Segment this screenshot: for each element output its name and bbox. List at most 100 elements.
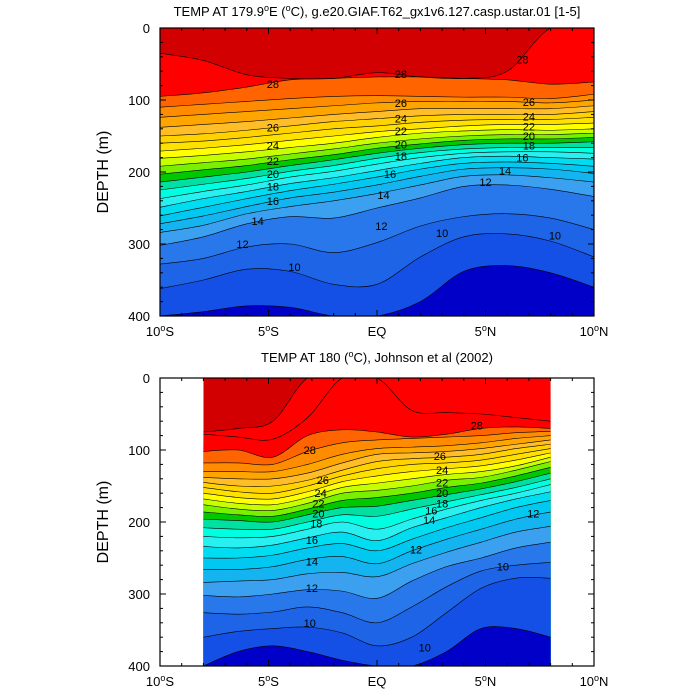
contour-label: 26 <box>523 97 535 109</box>
isotherm-14 <box>160 161 594 217</box>
y-axis-label: DEPTH (m) <box>95 481 112 564</box>
isotherm-29 <box>160 28 594 80</box>
x-tick-label: 5oS <box>258 673 279 689</box>
temp-band-below-8 <box>160 265 594 316</box>
contour-label: 20 <box>267 169 279 181</box>
x-tick-label: 5oN <box>475 673 497 689</box>
contour-label: 10 <box>288 262 300 274</box>
contour-label: 22 <box>395 126 407 138</box>
contour-label: 14 <box>423 515 435 527</box>
contour-label: 24 <box>267 140 279 152</box>
isotherm-17 <box>160 147 594 191</box>
contour-label: 18 <box>395 151 407 163</box>
isotherm-23 <box>160 116 594 144</box>
contour-label: 28 <box>516 55 528 67</box>
isotherm-28 <box>203 426 551 458</box>
contour-label: 20 <box>523 131 535 143</box>
isotherm-9 <box>203 577 551 647</box>
contour-label: 18 <box>267 181 279 193</box>
isotherm-11 <box>160 184 594 246</box>
isotherm-21 <box>203 456 551 506</box>
contour-label: 10 <box>549 230 561 242</box>
isotherm-19 <box>160 137 594 175</box>
isotherm-14 <box>203 500 551 559</box>
contour-label: 28 <box>267 79 279 91</box>
contour-label: 16 <box>306 535 318 547</box>
y-tick-label: 100 <box>128 93 150 108</box>
isotherm-12 <box>203 526 551 583</box>
isotherm-29 <box>203 378 551 433</box>
isotherm-8 <box>160 265 594 316</box>
isotherm-12 <box>160 174 594 233</box>
contour-label: 26 <box>267 122 279 134</box>
isotherm-20 <box>160 132 594 167</box>
isotherm-20 <box>203 461 551 512</box>
isotherm-15 <box>203 491 551 549</box>
contour-label: 10 <box>497 562 509 574</box>
isotherm-16 <box>203 484 551 539</box>
x-tick-label: EQ <box>368 324 387 339</box>
chart-title: TEMP AT 179.9oE (oC), g.e20.GIAF.T62_gx1… <box>174 3 581 19</box>
contour-label: 28 <box>395 69 407 81</box>
contour-label: 18 <box>310 518 322 530</box>
contour-label: 12 <box>479 177 491 189</box>
contour-label: 14 <box>499 166 511 178</box>
isotherm-16 <box>160 151 594 199</box>
contour-label: 26 <box>434 451 446 463</box>
contour-label: 16 <box>267 196 279 208</box>
y-tick-label: 400 <box>128 659 150 674</box>
contour-label: 12 <box>375 221 387 233</box>
contour-label: 20 <box>312 508 324 520</box>
contour-label: 14 <box>377 190 389 202</box>
y-axis-label: DEPTH (m) <box>95 131 112 214</box>
contour-label: 10 <box>304 618 316 630</box>
isotherm-25 <box>203 439 551 480</box>
isotherm-25 <box>160 105 594 128</box>
contour-label: 20 <box>395 140 407 152</box>
contour-label: 12 <box>410 544 422 556</box>
isotherm-21 <box>160 128 594 159</box>
chart-title: TEMP AT 180 (oC), Johnson et al (2002) <box>261 349 493 365</box>
contour-label: 14 <box>306 557 318 569</box>
contour-label: 20 <box>436 488 448 500</box>
contour-label: 10 <box>419 642 431 654</box>
isotherm-24 <box>203 443 551 487</box>
y-tick-label: 200 <box>128 165 150 180</box>
contour-label: 28 <box>304 445 316 457</box>
x-tick-label: 10oS <box>146 673 174 689</box>
y-tick-label: 300 <box>128 237 150 252</box>
x-tick-label: 5oN <box>475 323 497 339</box>
x-tick-label: EQ <box>368 674 387 689</box>
contour-label: 22 <box>436 477 448 489</box>
contour-label: 22 <box>312 498 324 510</box>
x-tick-label: 10oN <box>580 673 609 689</box>
isotherm-28 <box>160 76 594 97</box>
isotherm-27 <box>203 430 551 466</box>
isotherm-13 <box>160 167 594 225</box>
contour-label: 24 <box>436 465 448 477</box>
isotherm-11 <box>203 541 551 599</box>
isotherm-18 <box>203 472 551 523</box>
contour-label: 16 <box>384 169 396 181</box>
contour-label: 28 <box>471 421 483 433</box>
isotherm-27 <box>160 93 594 108</box>
contour-label: 10 <box>436 228 448 240</box>
isotherm-26 <box>160 99 594 118</box>
isotherm-18 <box>160 141 594 183</box>
isotherm-19 <box>203 466 551 517</box>
isotherm-28.5 <box>203 378 551 441</box>
x-tick-label: 10oN <box>580 323 609 339</box>
isotherm-9 <box>160 233 594 289</box>
y-tick-label: 200 <box>128 515 150 530</box>
isotherm-23 <box>203 448 551 494</box>
x-tick-label: 5oS <box>258 323 279 339</box>
contour-label: 22 <box>523 122 535 134</box>
isotherm-10 <box>203 562 551 624</box>
contour-label: 12 <box>236 239 248 251</box>
contour-label: 24 <box>314 488 326 500</box>
y-tick-label: 300 <box>128 587 150 602</box>
panel-observations: 2828262624242222202018181616141412121210… <box>95 349 608 689</box>
